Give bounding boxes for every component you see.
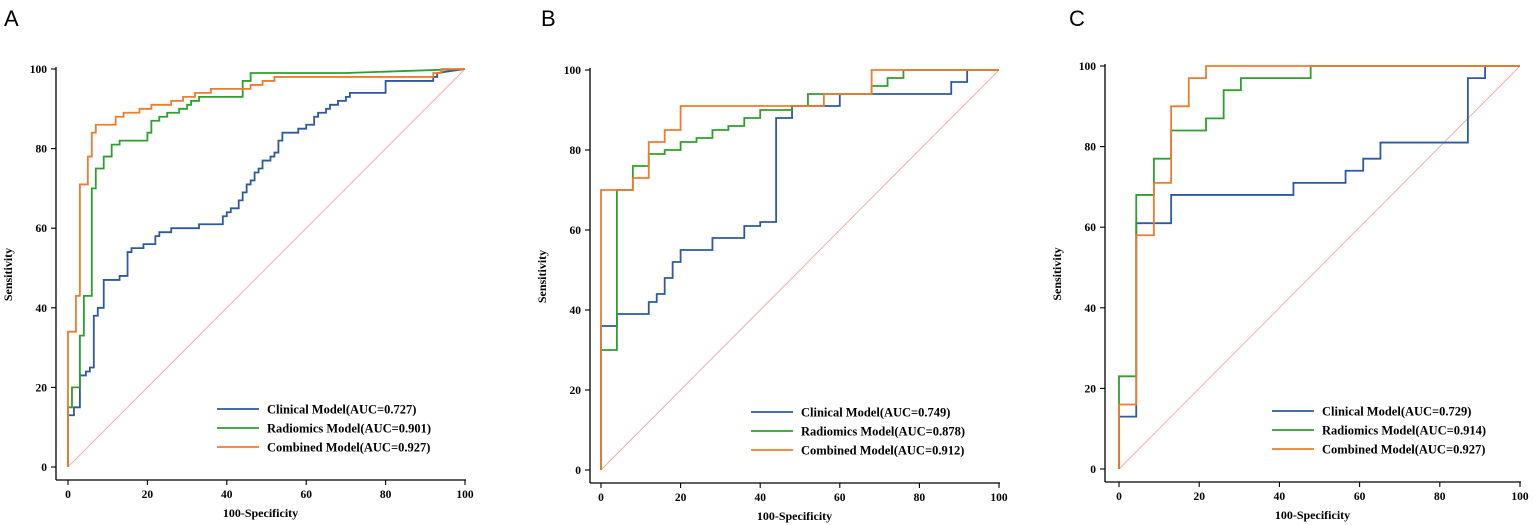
roc-curve-clinical	[600, 69, 999, 470]
y-axis-title: Sensitivity	[1050, 247, 1064, 300]
roc-panel-c: C 0 20 40 60 80 100 0 20 40 60 80 100 100-Specificity…	[1050, 6, 1529, 522]
y-axis-title: Sensitivity	[1, 248, 15, 301]
y-tick-label: 20	[1085, 383, 1097, 395]
roc-panel-b: B 0 20 40 60 80 100 0 20 40 60 80 100 100-Specificity…	[535, 6, 1008, 523]
y-tick-label: 60	[570, 225, 582, 237]
roc-curve-clinical	[1118, 65, 1520, 469]
reference-diagonal	[600, 69, 1000, 471]
legend-label-radiomics: Radiomics Model(AUC=0.901)	[267, 422, 431, 436]
y-tick-label: 20	[36, 382, 48, 394]
y-tick-label: 60	[1085, 222, 1097, 234]
x-tick-label: 20	[1193, 491, 1205, 503]
panel-letter: B	[541, 6, 556, 31]
reference-diagonal	[1118, 65, 1521, 470]
x-tick-label: 60	[1354, 491, 1366, 503]
x-tick-label: 0	[65, 489, 71, 501]
x-tick-label: 40	[1274, 491, 1286, 503]
roc-curve-combined	[67, 68, 465, 467]
y-tick-label: 80	[36, 144, 48, 156]
legend-label-combined: Combined Model(AUC=0.927)	[267, 441, 430, 455]
x-tick-label: 80	[380, 489, 392, 501]
roc-curve-radiomics	[67, 68, 466, 467]
y-tick-label: 100	[30, 64, 48, 76]
y-tick-label: 0	[575, 465, 581, 477]
y-tick-label: 100	[1079, 61, 1097, 73]
x-tick-label: 60	[300, 489, 312, 501]
legend-label-radiomics: Radiomics Model(AUC=0.914)	[1322, 424, 1486, 438]
x-tick-label: 20	[675, 492, 687, 504]
x-axis-title: 100-Specificity	[223, 506, 298, 520]
x-tick-label: 80	[1434, 491, 1446, 503]
y-tick-label: 80	[1085, 142, 1097, 154]
roc-curve-clinical	[67, 68, 466, 467]
x-tick-label: 40	[221, 489, 233, 501]
y-tick-label: 0	[1090, 464, 1096, 476]
x-tick-label: 100	[456, 489, 474, 501]
x-tick-label: 60	[834, 492, 846, 504]
y-tick-label: 40	[570, 305, 582, 317]
y-axis-title: Sensitivity	[535, 250, 549, 303]
y-tick-label: 40	[1085, 303, 1097, 315]
roc-curve-combined	[1118, 65, 1520, 469]
y-tick-label: 0	[41, 462, 47, 474]
x-tick-label: 40	[754, 492, 766, 504]
panel-letter: C	[1069, 6, 1085, 31]
x-tick-label: 80	[914, 492, 926, 504]
x-tick-label: 0	[598, 492, 604, 504]
x-tick-label: 100	[990, 492, 1008, 504]
legend-label-radiomics: Radiomics Model(AUC=0.878)	[801, 425, 965, 439]
legend-label-clinical: Clinical Model(AUC=0.729)	[1322, 405, 1471, 419]
reference-diagonal	[67, 68, 466, 468]
y-tick-label: 60	[36, 223, 48, 235]
roc-panel-a: A 0 20 40 60 80 100 0 20 40 60 80 100 100-Specificity…	[1, 6, 474, 520]
y-tick-label: 80	[570, 145, 582, 157]
legend-label-clinical: Clinical Model(AUC=0.749)	[801, 406, 950, 420]
legend-label-combined: Combined Model(AUC=0.912)	[801, 444, 964, 458]
x-axis-title: 100-Specificity	[757, 509, 832, 523]
x-tick-label: 100	[1511, 491, 1529, 503]
legend-label-combined: Combined Model(AUC=0.927)	[1322, 443, 1485, 457]
legend-label-clinical: Clinical Model(AUC=0.727)	[267, 403, 416, 417]
y-tick-label: 20	[570, 385, 582, 397]
panel-letter: A	[4, 6, 19, 31]
x-axis-title: 100-Specificity	[1275, 508, 1350, 522]
x-tick-label: 20	[142, 489, 154, 501]
y-tick-label: 40	[36, 303, 48, 315]
y-tick-label: 100	[564, 65, 582, 77]
x-tick-label: 0	[1116, 491, 1122, 503]
roc-curve-combined	[600, 69, 999, 470]
